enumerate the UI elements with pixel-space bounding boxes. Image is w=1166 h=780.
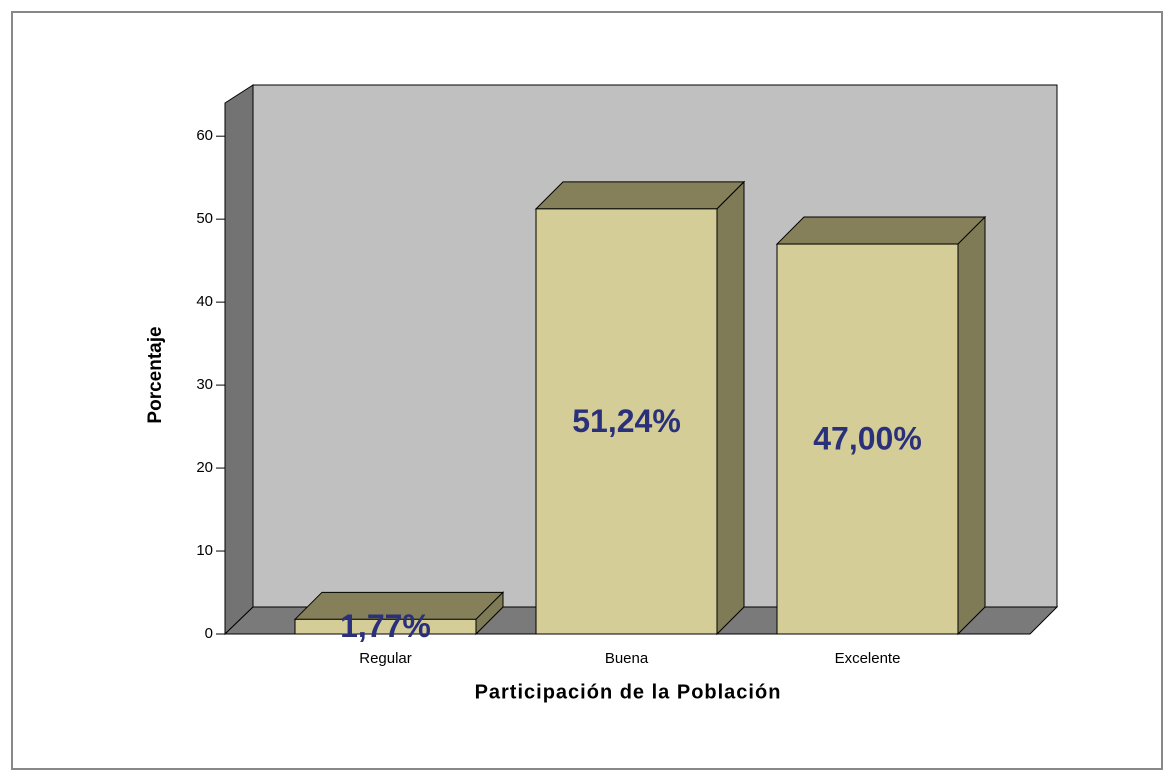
value-label: 51,24% [572, 403, 681, 439]
y-tick-label: 20 [196, 459, 213, 476]
y-tick-label: 40 [196, 293, 213, 310]
x-tick-label: Buena [605, 650, 649, 667]
x-axis-title: Participación de la Población [475, 681, 782, 703]
value-label: 47,00% [813, 420, 922, 456]
side-wall [224, 84, 254, 636]
bar [535, 208, 718, 635]
bar [776, 243, 959, 635]
bar [294, 618, 477, 635]
bar-side [957, 215, 986, 636]
x-tick-label: Excelente [835, 650, 901, 667]
bar-side [716, 180, 745, 636]
y-tick-label: 50 [196, 210, 213, 227]
y-tick-label: 0 [205, 625, 213, 642]
bar-top [534, 181, 746, 210]
bar-top [775, 216, 987, 245]
x-tick-label: Regular [359, 650, 412, 667]
y-tick-label: 10 [196, 542, 213, 559]
y-axis-title: Porcentaje [145, 326, 166, 423]
value-label: 1,77% [340, 608, 431, 644]
y-tick-label: 30 [196, 376, 213, 393]
y-tick-label: 60 [196, 127, 213, 144]
